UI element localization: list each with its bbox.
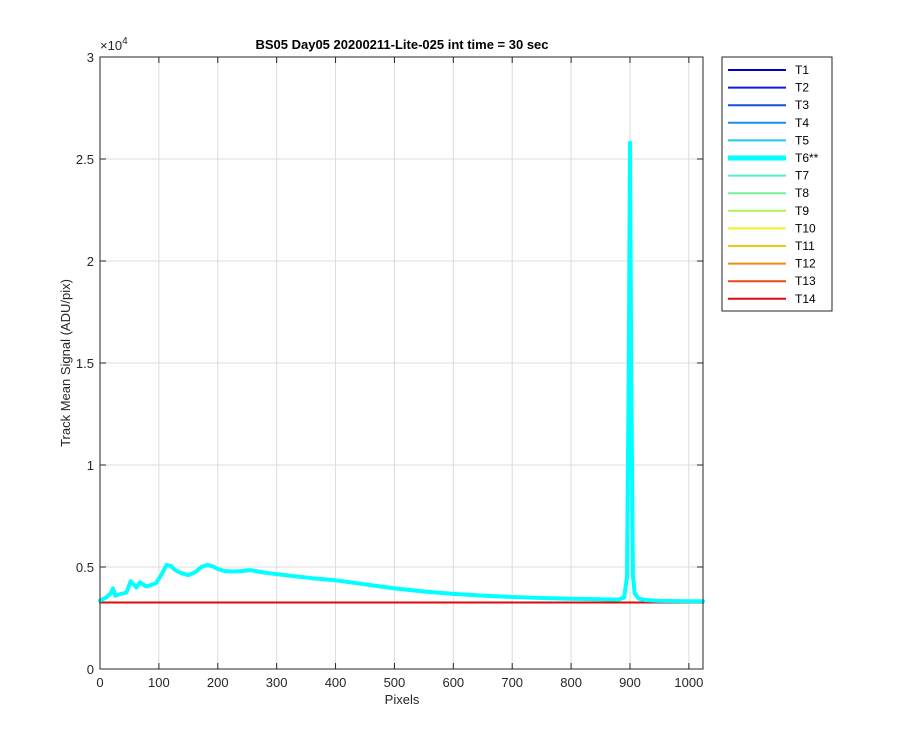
legend-item: T1	[728, 63, 809, 77]
legend-item: T4	[728, 116, 809, 130]
y-exponent-label: ×104	[100, 36, 128, 53]
y-axis-label: Track Mean Signal (ADU/pix)	[58, 279, 73, 447]
x-tick-label: 600	[442, 675, 464, 690]
legend-label: T4	[795, 116, 809, 130]
x-tick-label: 400	[325, 675, 347, 690]
legend-label: T7	[795, 169, 809, 183]
legend-label: T6**	[795, 151, 819, 165]
legend-label: T14	[795, 292, 816, 306]
legend-label: T10	[795, 221, 816, 235]
series-lines	[98, 140, 705, 604]
legend-label: T12	[795, 257, 816, 271]
legend-label: T5	[795, 133, 809, 147]
legend-item: T10	[728, 221, 816, 235]
x-axis-label: Pixels	[385, 692, 420, 707]
legend-item: T9	[728, 204, 809, 218]
x-tick-label: 1000	[674, 675, 703, 690]
axis-ticks	[99, 56, 703, 670]
legend-item: T13	[728, 274, 816, 288]
legend-item: T14	[728, 292, 816, 306]
y-tick-label: 2.5	[76, 152, 94, 167]
legend-item: T5	[728, 133, 809, 147]
legend-label: T8	[795, 186, 809, 200]
legend-label: T3	[795, 98, 809, 112]
y-tick-label: 2	[87, 254, 94, 269]
legend: T1 T2 T3 T4 T5 T6** T7 T8 T9 T10 T11 T12 T13 T14	[721, 56, 833, 312]
legend-label: T2	[795, 81, 809, 95]
y-tick-label: 1	[87, 458, 94, 473]
legend-item: T6**	[728, 151, 819, 165]
legend-item: T12	[728, 257, 816, 271]
y-exponent-base: ×10	[100, 38, 122, 53]
y-tick-label: 0.5	[76, 560, 94, 575]
legend-item: T8	[728, 186, 809, 200]
x-tick-label: 100	[148, 675, 170, 690]
x-tick-label: 300	[266, 675, 288, 690]
y-tick-label: 3	[87, 50, 94, 65]
legend-label: T9	[795, 204, 809, 218]
y-exponent-power: 4	[122, 36, 128, 47]
x-tick-label: 700	[501, 675, 523, 690]
chart-title: BS05 Day05 20200211-Lite-025 int time = …	[255, 37, 548, 52]
legend-item: T7	[728, 169, 809, 183]
legend-item: T2	[728, 81, 809, 95]
x-tick-label: 200	[207, 675, 229, 690]
series-line-T6	[98, 140, 705, 604]
y-tick-label: 1.5	[76, 356, 94, 371]
x-tick-label: 800	[560, 675, 582, 690]
legend-label: T1	[795, 63, 809, 77]
x-tick-label: 0	[96, 675, 103, 690]
legend-item: T3	[728, 98, 809, 112]
legend-box	[721, 56, 833, 312]
legend-item: T11	[728, 239, 815, 253]
legend-label: T13	[795, 274, 816, 288]
svg-text:×104: ×104	[100, 36, 128, 53]
x-tick-label: 500	[384, 675, 406, 690]
legend-label: T11	[795, 239, 815, 253]
plot-area	[98, 56, 705, 670]
x-tick-label: 900	[619, 675, 641, 690]
y-tick-label: 0	[87, 662, 94, 677]
